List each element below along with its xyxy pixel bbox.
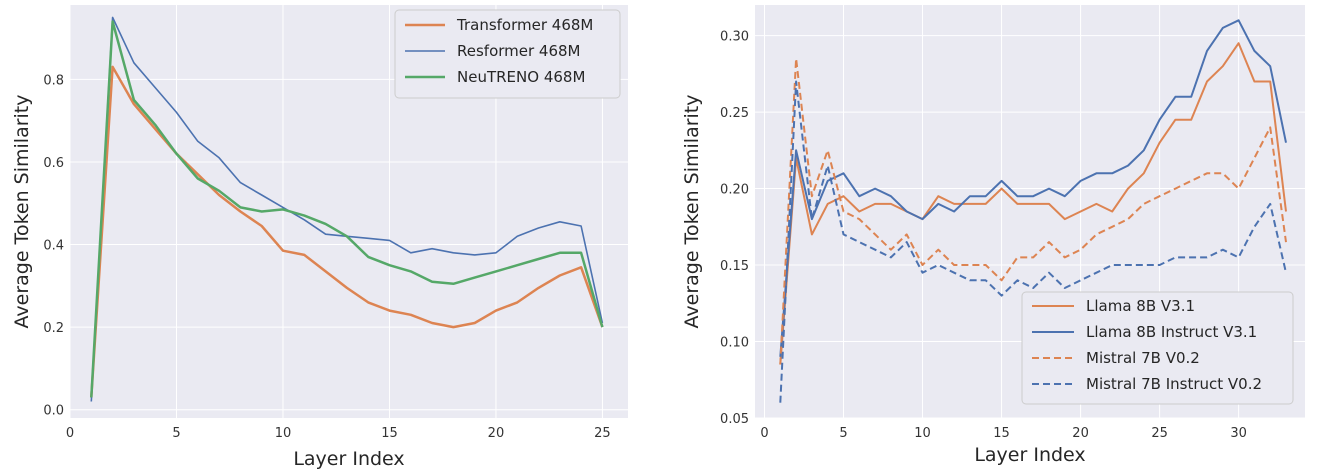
x-tick-label: 0: [760, 426, 768, 441]
x-tick-label: 10: [275, 426, 292, 441]
x-axis-label: Layer Index: [293, 448, 404, 470]
series-line-2: [779, 19, 1287, 357]
legend-label: Resformer 468M: [457, 42, 581, 60]
y-tick-label: 0.20: [720, 183, 749, 198]
y-axis-label: Average Token Similarity: [11, 95, 33, 329]
y-tick-label: 0.0: [43, 404, 64, 419]
x-tick-label: 30: [1230, 426, 1247, 441]
y-tick-label: 0.25: [720, 106, 749, 121]
series-line-3: [779, 57, 1287, 365]
legend-label: Llama 8B Instruct V3.1: [1086, 323, 1257, 341]
legend-box: [1021, 291, 1294, 405]
y-tick-label: 0.10: [720, 336, 749, 351]
y-tick-label: 0.8: [43, 73, 64, 88]
left-chart: 0 5 10 15 20 25 0.0 0.2 0.4 0.6 0.8 Layer Index Aver…: [11, 5, 628, 470]
x-tick-label: 25: [1151, 426, 1168, 441]
right-chart: 0 5 10 15 20 25 30 0.05 0.10 0.15 0.20 0.25 0.30 Laye…: [681, 5, 1305, 466]
legend-label: Transformer 468M: [456, 16, 593, 34]
legend-box: [394, 9, 621, 99]
y-tick-label: 0.15: [720, 259, 749, 274]
legend-label: Llama 8B V3.1: [1086, 297, 1195, 315]
y-tick-label: 0.05: [720, 412, 749, 427]
series-line-3: [90, 20, 604, 398]
x-tick-label: 10: [914, 426, 931, 441]
legend-label: Mistral 7B Instruct V0.2: [1086, 375, 1262, 393]
x-tick-label: 0: [66, 426, 74, 441]
x-tick-label: 5: [172, 426, 180, 441]
y-tick-label: 0.30: [720, 30, 749, 45]
x-tick-label: 15: [993, 426, 1010, 441]
series-line-4: [779, 80, 1287, 403]
x-tick-label: 20: [1072, 426, 1089, 441]
x-tick-label: 15: [381, 426, 398, 441]
x-tick-label: 20: [488, 426, 505, 441]
y-tick-label: 0.2: [43, 321, 64, 336]
x-axis-label: Layer Index: [974, 444, 1085, 466]
legend-label: Mistral 7B V0.2: [1086, 349, 1200, 367]
y-axis-label: Average Token Similarity: [681, 95, 703, 329]
y-tick-label: 0.4: [43, 239, 64, 254]
series-line-1: [779, 42, 1287, 365]
x-tick-label: 5: [839, 426, 847, 441]
y-tick-label: 0.6: [43, 156, 64, 171]
legend-label: NeuTRENO 468M: [457, 68, 585, 86]
x-tick-label: 25: [594, 426, 611, 441]
